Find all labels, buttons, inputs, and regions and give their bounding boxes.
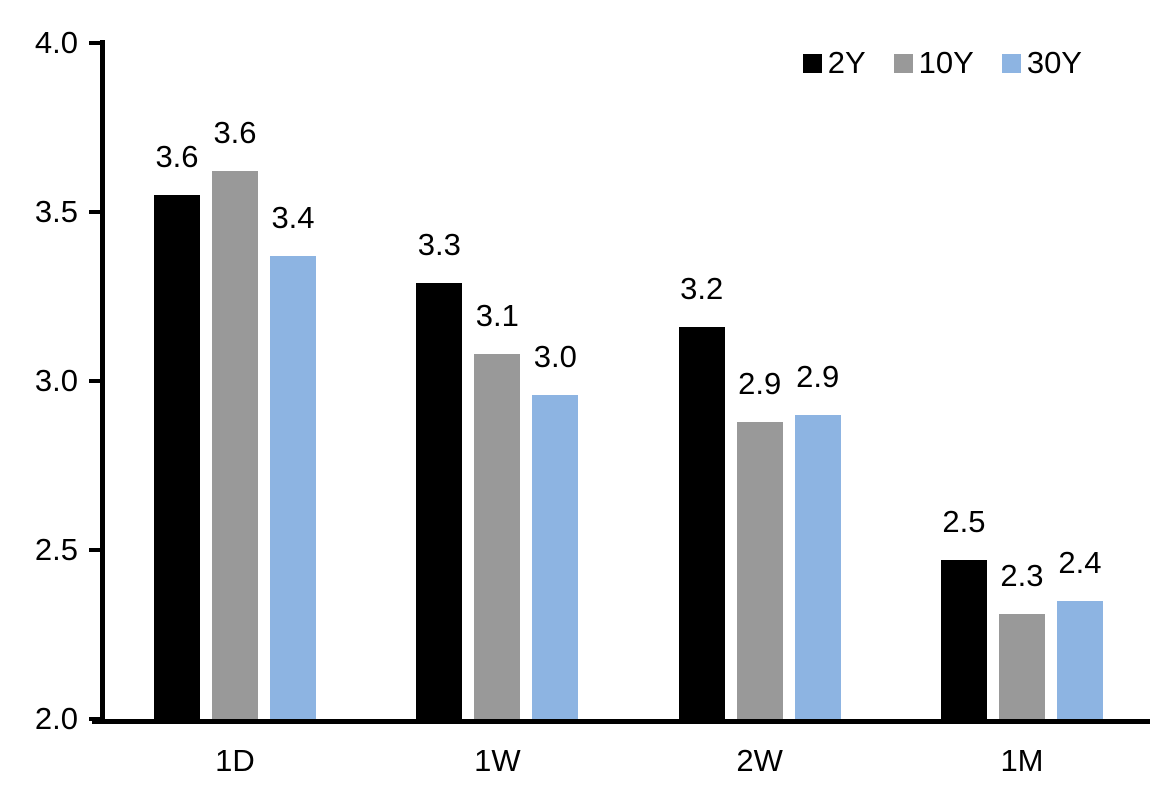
bar-label-10y-1m: 2.3 — [1000, 558, 1044, 594]
y-tick-label-3-5: 3.5 — [34, 194, 78, 229]
bar-2y-1m — [940, 560, 987, 719]
x-category-label-1m: 1M — [1000, 743, 1044, 778]
legend-swatch-10y-icon — [893, 53, 913, 73]
y-axis-tick — [89, 210, 101, 214]
bar-label-2y-1w: 3.3 — [417, 226, 461, 262]
bar-2y-1w — [416, 282, 463, 719]
y-tick-label-2-5: 2.5 — [34, 532, 78, 567]
legend-label-10y: 10Y — [918, 45, 974, 80]
y-tick-label-3-0: 3.0 — [34, 363, 78, 398]
bar-10y-1m — [998, 614, 1045, 719]
y-tick-label-2-0: 2.0 — [34, 701, 78, 736]
x-category-label-2w: 2W — [736, 743, 783, 778]
y-axis-tick — [89, 717, 101, 721]
legend-item-2y: 2Y — [802, 45, 866, 81]
y-axis-line — [100, 40, 105, 724]
x-axis-line — [92, 719, 1150, 724]
bar-label-10y-1w: 3.1 — [475, 297, 519, 333]
bar-10y-1d — [212, 171, 258, 719]
legend-swatch-30y-icon — [1001, 53, 1021, 73]
bar-label-30y-1d: 3.4 — [271, 199, 315, 235]
bar-2y-2w — [678, 326, 725, 719]
y-axis-tick — [89, 548, 101, 552]
bar-label-2y-2w: 3.2 — [680, 270, 724, 306]
bar-label-10y-1d: 3.6 — [213, 115, 257, 151]
x-category-label-1d: 1D — [215, 743, 255, 778]
legend-swatch-2y-icon — [802, 53, 822, 73]
bar-label-30y-1w: 3.0 — [533, 338, 577, 374]
bar-label-2y-1m: 2.5 — [942, 504, 986, 540]
bar-2y-1d — [154, 195, 200, 719]
y-tick-label-4-0: 4.0 — [34, 25, 78, 60]
bar-30y-1w — [532, 394, 579, 719]
bar-label-30y-2w: 2.9 — [796, 358, 840, 394]
legend-label-30y: 30Y — [1026, 45, 1082, 80]
legend-item-30y: 30Y — [1001, 45, 1082, 81]
y-axis-tick — [89, 379, 101, 383]
bar-label-10y-2w: 2.9 — [738, 365, 782, 401]
y-axis-tick — [89, 41, 101, 45]
bar-30y-1d — [270, 255, 316, 719]
legend-label-2y: 2Y — [827, 45, 866, 80]
bar-label-2y-1d: 3.6 — [155, 139, 199, 175]
chart-legend: 2Y 10Y 30Y — [802, 45, 1082, 81]
bar-10y-2w — [736, 421, 783, 719]
legend-item-10y: 10Y — [893, 45, 974, 81]
bar-10y-1w — [474, 353, 521, 719]
bar-30y-1m — [1056, 600, 1103, 719]
x-category-label-1w: 1W — [474, 743, 521, 778]
bar-label-30y-1m: 2.4 — [1058, 544, 1102, 580]
bar-30y-2w — [794, 414, 841, 719]
